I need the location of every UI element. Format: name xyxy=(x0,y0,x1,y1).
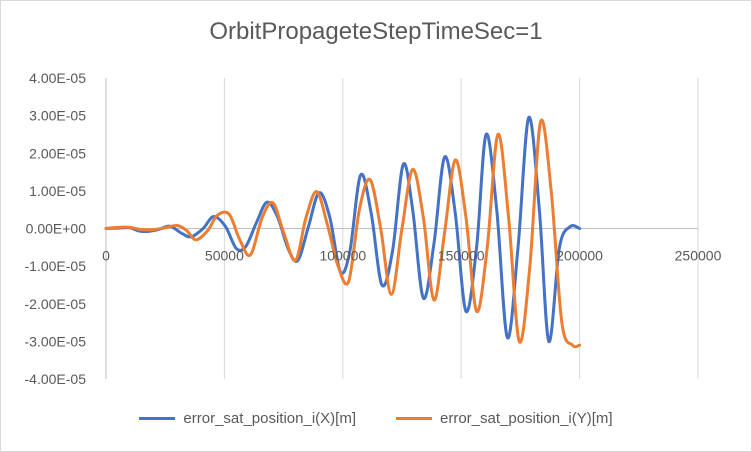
x-tick-label: 50000 xyxy=(205,248,244,264)
legend-label-y: error_sat_position_i(Y)[m] xyxy=(440,410,613,427)
legend-swatch-x xyxy=(139,417,176,420)
series-line-y xyxy=(104,118,582,349)
x-tick-label: 0 xyxy=(102,248,110,264)
y-tick-label: 3.00E-05 xyxy=(29,108,86,124)
chart-title: OrbitPropageteStepTimeSec=1 xyxy=(209,18,543,45)
y-tick-label: 2.00E-05 xyxy=(29,145,86,161)
legend-swatch-y xyxy=(396,417,432,420)
y-axis-tick-labels: -4.00E-05 -3.00E-05 -2.00E-05 -1.00E-05 0.00… xyxy=(25,70,87,387)
legend-label-x: error_sat_position_i(X)[m] xyxy=(183,410,356,427)
y-tick-label: 4.00E-05 xyxy=(29,70,86,86)
legend: error_sat_position_i(X)[m] error_sat_pos… xyxy=(0,410,752,427)
x-tick-label: 200000 xyxy=(556,248,603,264)
x-tick-label: 150000 xyxy=(438,248,485,264)
x-axis-tick-labels: 0 50000 100000 150000 200000 250000 xyxy=(102,248,721,264)
series-layer xyxy=(104,115,582,349)
y-tick-label: 1.00E-05 xyxy=(29,183,86,199)
x-tick-label: 250000 xyxy=(675,248,722,264)
y-tick-label: 0.00E+00 xyxy=(26,221,87,237)
legend-item-y: error_sat_position_i(Y)[m] xyxy=(396,410,613,427)
y-tick-label: -1.00E-05 xyxy=(25,258,87,274)
y-tick-label: -3.00E-05 xyxy=(25,333,87,349)
y-tick-label: -4.00E-05 xyxy=(25,371,87,387)
x-tick-label: 100000 xyxy=(319,248,366,264)
legend-item-x: error_sat_position_i(X)[m] xyxy=(139,410,356,427)
y-tick-label: -2.00E-05 xyxy=(25,296,87,312)
